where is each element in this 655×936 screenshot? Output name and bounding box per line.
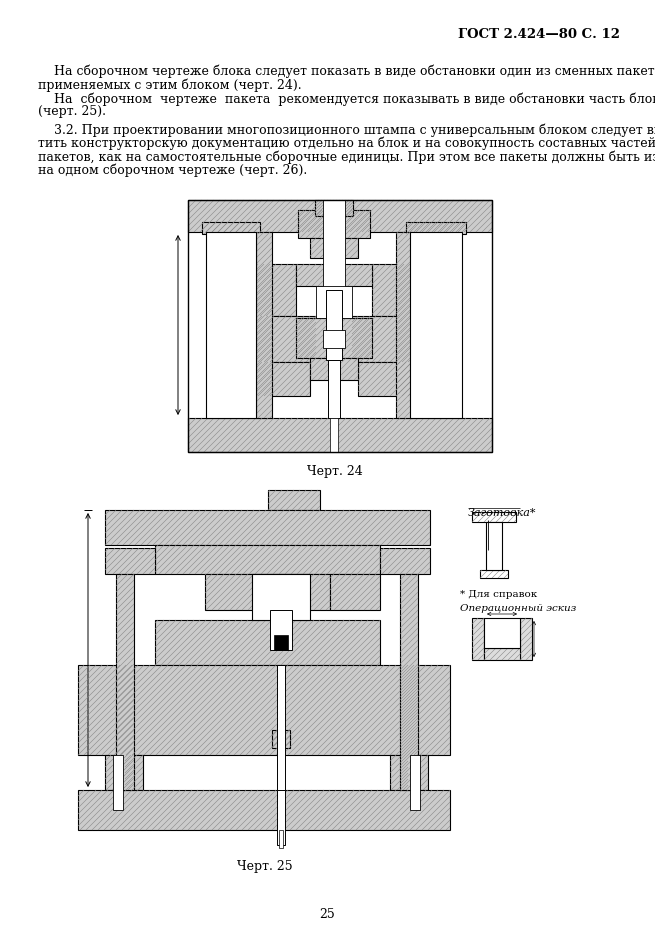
Text: тить конструкторскую документацию отдельно на блок и на совокупность составных ч: тить конструкторскую документацию отдель… <box>38 137 655 150</box>
Bar <box>410 755 420 810</box>
Bar <box>486 522 502 570</box>
Bar <box>472 512 516 522</box>
Bar <box>277 790 285 845</box>
Bar <box>78 790 450 830</box>
Bar <box>484 648 520 660</box>
Bar <box>390 755 408 790</box>
Bar <box>272 730 290 748</box>
Text: Черт. 24: Черт. 24 <box>307 465 363 478</box>
Bar <box>315 200 353 216</box>
Bar <box>400 574 418 790</box>
Text: пакетов, как на самостоятельные сборочные единицы. При этом все пакеты должны бы: пакетов, как на самостоятельные сборочны… <box>38 150 655 164</box>
Bar <box>113 755 123 810</box>
Bar <box>270 610 292 650</box>
Bar <box>328 360 340 418</box>
Bar <box>205 574 330 610</box>
Bar <box>472 618 484 660</box>
Bar <box>323 200 345 290</box>
Bar <box>323 330 345 348</box>
Bar <box>410 232 462 418</box>
Bar <box>188 200 492 452</box>
Bar <box>330 574 380 610</box>
Bar <box>256 264 296 316</box>
Bar <box>256 232 272 418</box>
Text: На сборочном чертеже блока следует показать в виде обстановки один из сменных па: На сборочном чертеже блока следует показ… <box>38 65 655 79</box>
Bar <box>78 665 450 755</box>
Bar <box>279 830 283 848</box>
Bar <box>105 510 430 545</box>
Text: Операционный эскиз: Операционный эскиз <box>460 604 576 613</box>
Bar <box>316 286 352 318</box>
Text: Заготовка*: Заготовка* <box>468 508 536 518</box>
Bar <box>188 418 492 452</box>
Bar <box>268 490 320 510</box>
Bar <box>155 620 380 665</box>
Text: * Для справок: * Для справок <box>460 590 537 599</box>
Bar <box>206 232 256 418</box>
Bar <box>296 264 372 286</box>
Text: 3.2. При проектировании многопозиционного штампа с универсальным блоком следует : 3.2. При проектировании многопозиционног… <box>38 123 655 137</box>
Bar <box>480 570 508 578</box>
Text: применяемых с этим блоком (черт. 24).: применяемых с этим блоком (черт. 24). <box>38 79 301 92</box>
Text: Черт. 25: Черт. 25 <box>237 860 293 873</box>
Bar <box>256 316 316 362</box>
Bar <box>396 232 412 418</box>
Bar <box>277 665 285 790</box>
Bar <box>296 318 372 358</box>
Text: 25: 25 <box>319 908 335 921</box>
Bar <box>202 222 260 234</box>
Bar <box>330 418 338 452</box>
Bar <box>358 362 412 396</box>
Bar <box>116 574 134 790</box>
Text: на одном сборочном чертеже (черт. 26).: на одном сборочном чертеже (черт. 26). <box>38 164 307 177</box>
Bar <box>155 545 380 574</box>
Bar <box>188 200 492 232</box>
Bar <box>380 548 430 574</box>
Text: (черт. 25).: (черт. 25). <box>38 106 106 119</box>
Bar <box>406 222 466 234</box>
Text: На  сборочном  чертеже  пакета  рекомендуется показывать в виде обстановки часть: На сборочном чертеже пакета рекомендуетс… <box>38 92 655 106</box>
Bar <box>310 358 358 380</box>
Bar <box>352 316 412 362</box>
Bar <box>484 618 520 648</box>
Bar <box>520 618 532 660</box>
Bar <box>125 755 143 790</box>
Text: ГОСТ 2.424—80 С. 12: ГОСТ 2.424—80 С. 12 <box>458 28 620 41</box>
Bar <box>326 290 342 360</box>
Bar <box>252 574 310 620</box>
Bar <box>298 210 370 238</box>
Bar <box>372 264 412 316</box>
Bar <box>256 362 310 396</box>
Bar <box>410 755 428 790</box>
Bar <box>105 755 123 790</box>
Bar <box>105 548 155 574</box>
Bar <box>310 238 358 258</box>
Bar <box>274 635 288 650</box>
